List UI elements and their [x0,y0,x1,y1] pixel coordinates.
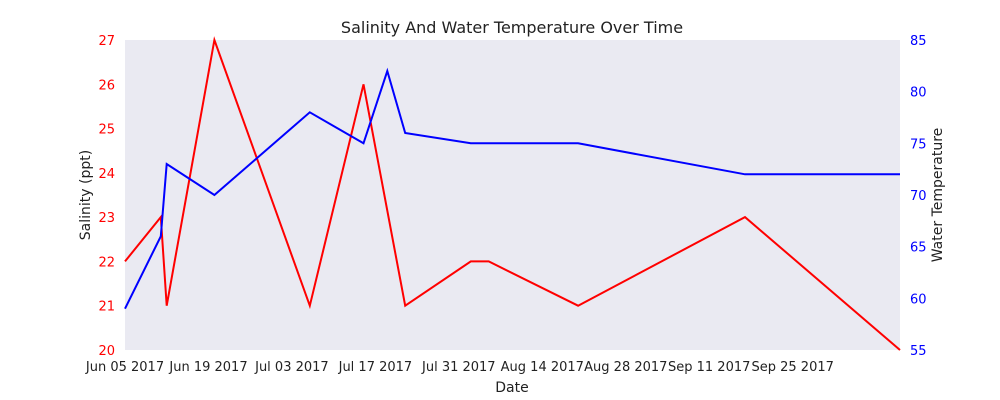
x-tick-label: Jun 19 2017 [168,360,247,375]
left-y-tick-label: 21 [98,300,115,315]
x-tick-label: Sep 25 2017 [751,360,833,375]
left-y-tick-label: 23 [98,211,115,226]
right-y-tick-label: 55 [910,344,927,359]
x-tick-label: Jul 03 2017 [254,360,329,375]
right-axis-label: Water Temperature [930,128,946,263]
right-y-tick-label: 75 [910,137,927,152]
water-temperature-series-line [124,67,900,310]
right-y-tick-label: 60 [910,292,927,307]
salinity-series-line [124,36,901,351]
x-tick-label: Jul 31 2017 [421,360,496,375]
right-y-tick-label: 65 [910,241,927,256]
x-axis-label: Date [495,380,528,396]
right-y-tick-label: 80 [910,86,927,101]
left-y-tick-label: 20 [98,344,115,359]
x-tick-label: Aug 14 2017 [501,360,584,375]
left-y-tick-label: 26 [98,78,115,93]
right-y-tick-label: 85 [910,34,927,49]
chart-title: Salinity And Water Temperature Over Time [341,18,683,37]
left-axis-label: Salinity (ppt) [78,150,94,240]
series-layer [124,36,901,351]
x-tick-label: Sep 11 2017 [668,360,750,375]
plot-background [125,40,900,350]
left-y-tick-label: 25 [98,123,115,138]
right-y-tick-label: 70 [910,189,927,204]
ticks-layer: Jun 05 2017 Jun 19 2017 Jul 03 2017 Jul 17 … [85,34,927,375]
x-tick-label: Aug 28 2017 [584,360,667,375]
left-y-tick-label: 24 [98,167,115,182]
x-tick-label: Jun 05 2017 [85,360,164,375]
x-tick-label: Jul 17 2017 [338,360,413,375]
left-y-tick-label: 27 [98,34,115,49]
left-y-tick-label: 22 [98,255,115,270]
